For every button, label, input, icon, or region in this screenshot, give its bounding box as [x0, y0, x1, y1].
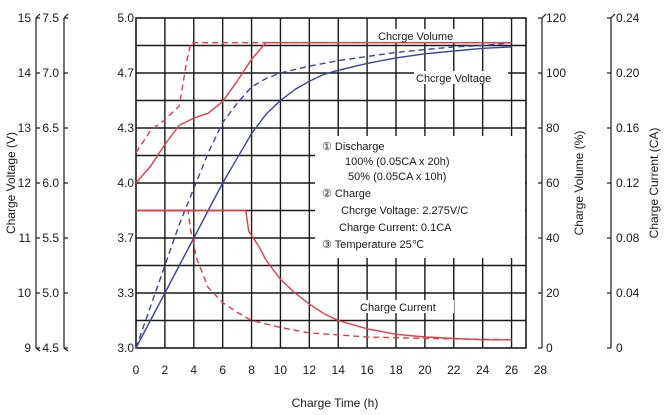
charge-voltage-line	[135, 42, 512, 184]
left-tick-label: 9	[24, 341, 31, 355]
left-tick-label: 6.0	[42, 176, 59, 190]
left-tick-label: 14	[18, 66, 32, 80]
left-axis-cap	[35, 13, 41, 19]
right-tick-label: 120	[546, 11, 566, 25]
x-tick-label: 24	[476, 363, 490, 377]
right-tick-label: 0	[616, 341, 623, 355]
legend-line-discharge: ① Discharge	[322, 141, 384, 153]
right-axis-title: Charge Volume (%)	[572, 131, 586, 236]
legend-box-background	[315, 136, 525, 258]
left-tick-label: 5.0	[117, 11, 134, 25]
curve-label-charge-current: Charge Current	[360, 302, 436, 314]
charge-current-line	[136, 209, 512, 341]
left-tick-label: 4.5	[42, 341, 59, 355]
x-tick-label: 4	[190, 363, 197, 377]
x-tick-label: 8	[248, 363, 255, 377]
x-tick-label: 22	[447, 363, 461, 377]
legend-line-charge: ② Charge	[322, 188, 371, 200]
x-tick-label: 26	[505, 363, 519, 377]
right-tick-label: 0.20	[616, 66, 640, 80]
x-tick-label: 0	[133, 363, 140, 377]
x-tick-label: 20	[418, 363, 432, 377]
label-bg-voltage	[414, 71, 508, 84]
right-tick-label: 0.08	[616, 231, 640, 245]
right-tick-label: 100	[546, 66, 566, 80]
legend-line-charge-current: Charge Current: 0.1CA	[339, 222, 452, 234]
legend-line-50pct: 50% (0.05CA x 10h)	[348, 171, 446, 183]
left-tick-label: 4.7	[117, 66, 134, 80]
label-bg-volume	[376, 29, 467, 42]
left-tick-label: 4.0	[117, 176, 134, 190]
legend-line-100pct: 100% (0.05CA x 20h)	[345, 156, 450, 168]
right-tick-label: 0.24	[616, 11, 640, 25]
x-axis-title: Charge Time (h)	[292, 396, 379, 410]
left-axis-cap	[63, 13, 69, 19]
x-tick-label: 2	[162, 363, 169, 377]
left-tick-label: 3.3	[117, 286, 134, 300]
right-tick-label: 40	[546, 231, 560, 245]
right-tick-label: 20	[546, 286, 560, 300]
left-tick-label: 6.5	[42, 121, 59, 135]
right-tick-label: 60	[546, 176, 560, 190]
left-tick-label: 15	[18, 11, 32, 25]
right-axis-title: Charge Current (CA)	[647, 128, 661, 239]
series-1-dashed-line	[135, 42, 512, 349]
left-tick-label: 11	[19, 231, 32, 245]
series-3-dashed-line	[135, 42, 512, 154]
legend-line-temperature: ③ Temperature 25℃	[322, 239, 424, 251]
right-tick-label: 0.16	[616, 121, 640, 135]
x-tick-label: 14	[332, 363, 346, 377]
left-tick-label: 7.0	[42, 66, 59, 80]
x-tick-label: 12	[303, 363, 317, 377]
right-tick-label: 0	[546, 341, 553, 355]
x-tick-label: 16	[360, 363, 374, 377]
right-tick-label: 0.04	[616, 286, 640, 300]
x-tick-label: 10	[274, 363, 288, 377]
annotations: ① Discharge 100% (0.05CA x 20h) 50% (0.0…	[315, 29, 525, 314]
x-tick-label: 28	[534, 363, 548, 377]
series-lines	[135, 42, 512, 349]
right-tick-label: 0.12	[616, 176, 640, 190]
left-tick-label: 10	[18, 286, 32, 300]
left-tick-label: 13	[18, 121, 32, 135]
left-tick-label: 5.5	[42, 231, 59, 245]
left-tick-label: 3.7	[117, 231, 134, 245]
x-tick-label: 6	[219, 363, 226, 377]
right-axis-cap	[541, 13, 547, 19]
x-tick-label: 18	[389, 363, 403, 377]
left-tick-label: 5.0	[42, 286, 59, 300]
legend-line-charge-voltage: Chcrge Voltage: 2.275V/C	[341, 205, 468, 217]
label-bg-current	[358, 300, 454, 313]
left-tick-label: 12	[18, 176, 32, 190]
left-tick-label: 4.3	[117, 121, 134, 135]
left-tick-label: 3.0	[117, 341, 134, 355]
left-axis-title: Charge Voltage (V)	[4, 132, 18, 234]
left-tick-label: 7.5	[42, 11, 59, 25]
charge-volume-line	[135, 46, 512, 349]
right-axis-cap	[610, 13, 616, 19]
curve-label-charge-voltage: Chcrge Voltage	[416, 73, 491, 85]
curve-label-charge-volume: Chcrge Volume	[378, 31, 453, 43]
series-5-dashed-line	[136, 209, 512, 341]
right-tick-label: 80	[546, 121, 560, 135]
